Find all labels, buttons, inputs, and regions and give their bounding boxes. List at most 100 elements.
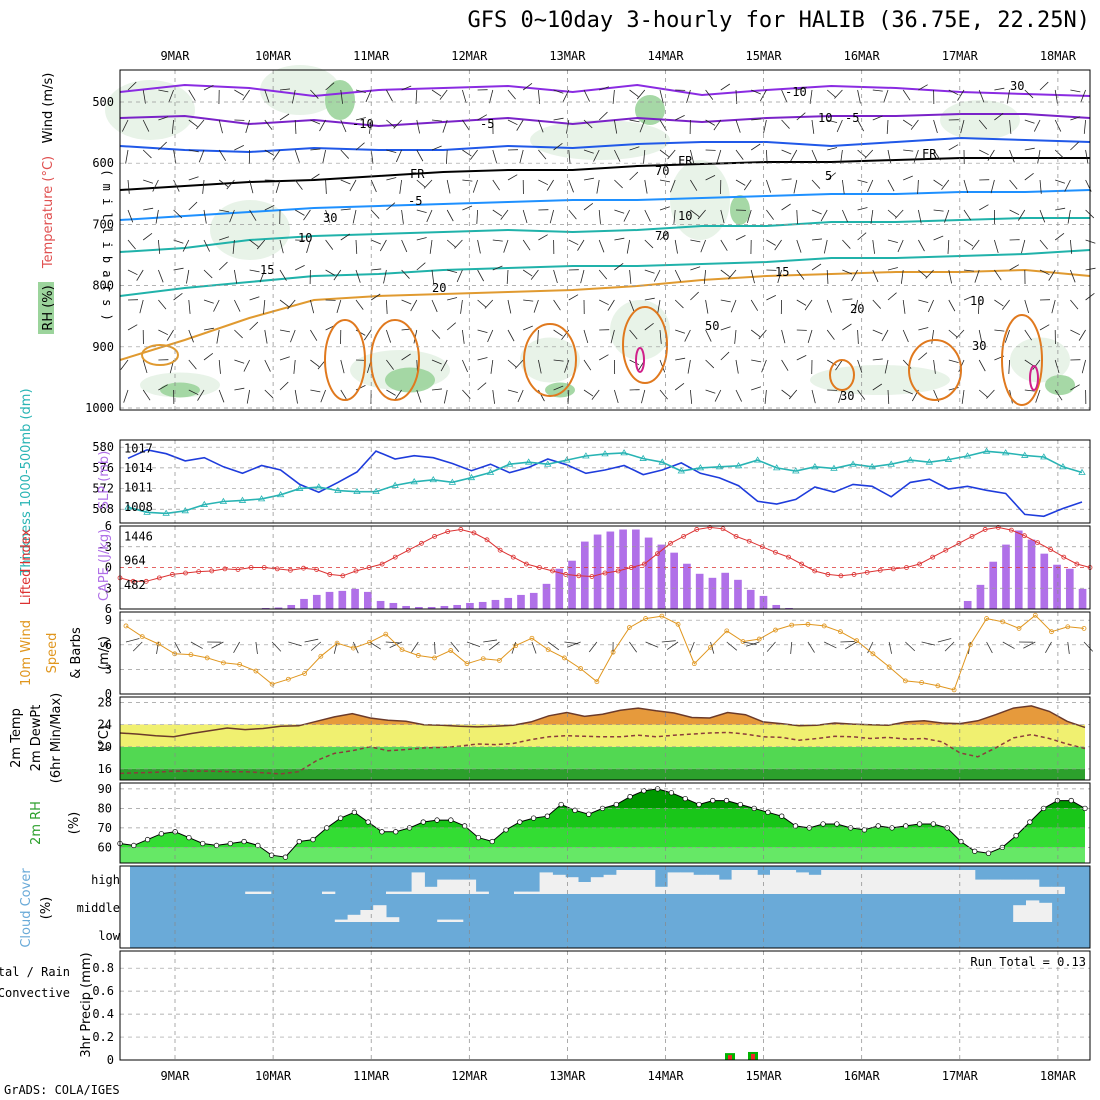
wind-barb: [963, 209, 972, 221]
isotherm-line: [119, 217, 1090, 253]
wind-barb: [158, 299, 167, 310]
wind-barb: [583, 149, 594, 154]
wind-barb: [1070, 116, 1081, 121]
contour-loop: [1029, 365, 1039, 391]
isotherm-label: 15: [260, 263, 274, 277]
wind-barb: [188, 389, 199, 396]
wind-barb: [807, 329, 813, 344]
surface-wind-barb: [1002, 641, 1015, 649]
wind-barb: [279, 269, 287, 281]
wind-barb: [583, 359, 592, 371]
thickness-point: [753, 456, 762, 463]
wind-barb: [918, 327, 929, 331]
wind-barb: [977, 299, 980, 314]
wind-barb: [454, 239, 463, 249]
wind-barb: [947, 239, 950, 254]
wind-barb: [401, 209, 404, 224]
wind-barb: [370, 293, 381, 301]
wind-barb: [538, 234, 548, 241]
wind-barb: [623, 209, 630, 222]
cloud-cell: [667, 872, 681, 894]
wind-barb: [507, 119, 518, 126]
wind-barb: [127, 81, 137, 91]
surface-wind-barb: [304, 638, 319, 643]
cloud-cell: [398, 891, 413, 894]
wind-barb: [1024, 147, 1035, 151]
surface-wind-barb: [742, 641, 757, 645]
isotherm-label: 10: [678, 209, 692, 223]
cape-bar: [376, 600, 385, 609]
wind-barb: [583, 89, 591, 102]
wind-barb: [319, 119, 326, 132]
contour-loop: [141, 344, 179, 366]
wind-barb: [158, 269, 164, 283]
wind-barb: [796, 354, 807, 361]
wind-barb: [120, 359, 129, 370]
rh-point: [517, 819, 523, 825]
thickness-tick: 568: [92, 502, 114, 516]
cloud-cell: [386, 891, 400, 894]
rh-shade: [670, 160, 730, 240]
wind-barb: [1070, 329, 1080, 336]
wind-barb: [887, 292, 897, 301]
wind-barb: [598, 269, 608, 280]
rh-label: 70: [655, 164, 669, 178]
rh-point: [448, 817, 454, 823]
wind-barb: [750, 143, 761, 151]
wind-barb: [1070, 239, 1073, 254]
wind-barb: [445, 149, 448, 164]
isotherm-label: -10: [785, 85, 807, 99]
rh-point: [613, 801, 619, 808]
surface-wind-barb: [588, 641, 598, 653]
isotherm-label: FR: [678, 154, 693, 168]
cloud-cell: [974, 879, 989, 894]
lifted-point: [943, 547, 949, 553]
cloud-cell: [706, 874, 720, 894]
wind-barb: [583, 329, 589, 344]
cloud-cell: [795, 872, 809, 894]
wind-barb: [1024, 173, 1034, 181]
wind-barb: [902, 329, 909, 343]
wind-barb: [395, 149, 402, 163]
wind-barb: [291, 89, 296, 104]
wind-barb: [1039, 81, 1049, 91]
surface-wind-barb: [1045, 641, 1052, 653]
wind-barb: [158, 116, 169, 121]
wind-barb: [325, 209, 331, 223]
wind-point: [139, 634, 145, 639]
cloud-cell: [1038, 902, 1053, 922]
rh-point: [668, 790, 675, 796]
panel-border-temp: [119, 696, 1091, 781]
wind-barb: [796, 299, 807, 306]
thickness-line: [127, 450, 1083, 515]
wind-tick: 6: [105, 638, 112, 652]
wind-barb: [674, 269, 682, 282]
surface-wind-barb: [790, 641, 793, 655]
wind-barb: [987, 149, 995, 161]
wind-barb: [834, 89, 843, 99]
wind-barb: [607, 299, 615, 311]
wind-barb: [310, 148, 321, 151]
wind-barb: [872, 115, 883, 121]
wind-barb: [796, 112, 806, 121]
wind-barb: [925, 269, 934, 279]
wind-barb: [218, 119, 223, 134]
rh-point: [765, 809, 771, 815]
wind-barb: [440, 359, 448, 372]
wind-barb: [826, 172, 836, 181]
wind-barb: [781, 389, 791, 398]
wind-barb: [371, 239, 381, 245]
wind-barb: [626, 239, 630, 254]
cape-tick: 964: [124, 554, 146, 568]
wind-point: [886, 664, 892, 670]
surface-wind-barb: [726, 641, 738, 651]
rh-point: [627, 794, 633, 800]
wind-barb: [670, 179, 676, 193]
surface-wind-barb: [310, 641, 322, 651]
wind-barb: [293, 359, 296, 374]
slp-axis-label: SLP (mb): [97, 451, 112, 510]
surface-wind-barb: [483, 639, 498, 643]
surface-wind-barb: [746, 641, 760, 647]
lifted-tick: -3: [98, 540, 112, 554]
wind-point: [448, 648, 454, 653]
